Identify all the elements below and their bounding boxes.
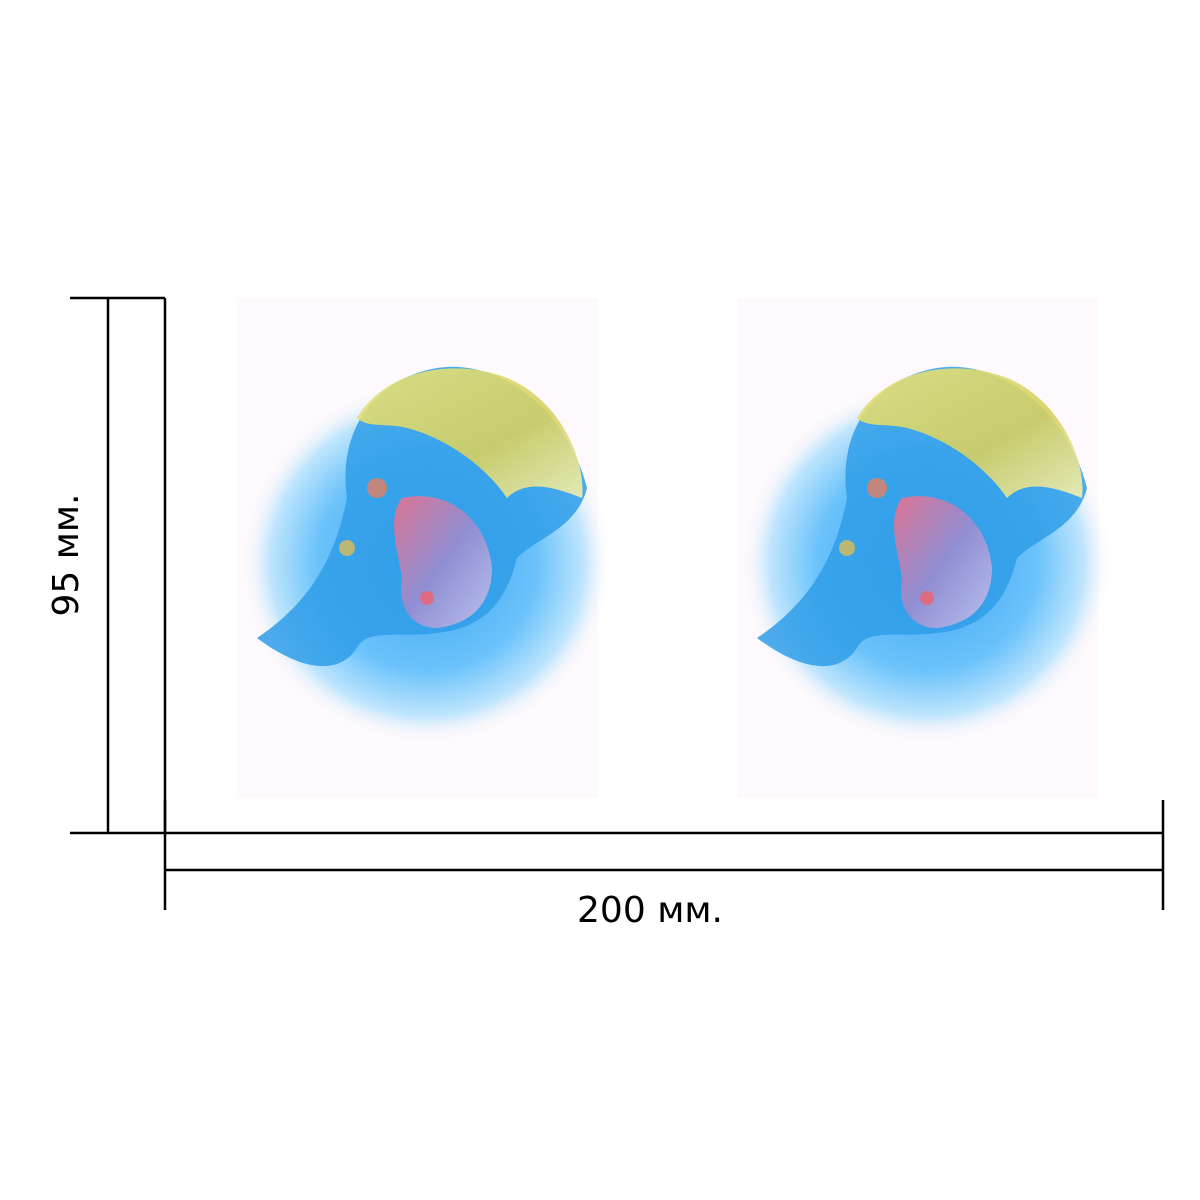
print-image [237, 298, 612, 798]
height-label: 95 мм. [46, 493, 87, 616]
width-label: 200 мм. [577, 890, 723, 931]
print-image [737, 298, 1112, 798]
